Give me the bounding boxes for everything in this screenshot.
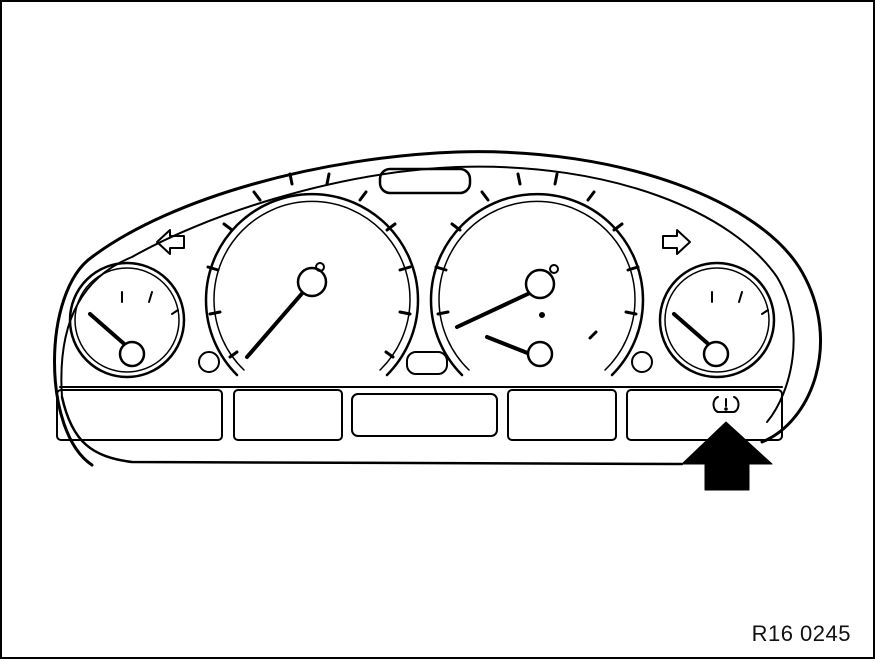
speedometer-gauge bbox=[204, 172, 420, 377]
display-cell-5 bbox=[626, 389, 783, 441]
display-cell-4 bbox=[507, 389, 617, 441]
cluster-housing-inner bbox=[60, 165, 795, 423]
display-cell-2 bbox=[233, 389, 343, 441]
display-cell-3 bbox=[351, 393, 498, 437]
center-indicator-window bbox=[406, 351, 448, 375]
indicator-light-right bbox=[631, 351, 653, 373]
arrow-up-icon bbox=[681, 421, 773, 491]
turn-signal-left-icon bbox=[156, 229, 185, 255]
display-cell-1 bbox=[56, 389, 223, 441]
cluster-housing-outer bbox=[53, 150, 823, 467]
tachometer-ticks bbox=[434, 172, 640, 340]
tachometer-gauge bbox=[429, 172, 645, 377]
turn-signal-right-icon bbox=[662, 229, 691, 255]
left-small-gauge-needle bbox=[88, 312, 132, 351]
tire-pressure-warning-symbol bbox=[712, 396, 740, 413]
cluster-housing-bottom bbox=[60, 395, 684, 466]
lower-display-cells bbox=[56, 389, 783, 441]
right-small-gauge bbox=[658, 261, 776, 379]
tachometer-needle bbox=[455, 290, 534, 329]
left-small-gauge bbox=[68, 261, 186, 379]
speedometer-ticks bbox=[206, 172, 412, 359]
fuel-needle bbox=[485, 335, 532, 356]
figure-reference-code: R16 0245 bbox=[751, 621, 851, 646]
top-display-window bbox=[378, 167, 472, 195]
indicator-light-left bbox=[198, 351, 220, 373]
right-small-gauge-needle bbox=[672, 312, 716, 351]
speedometer-needle bbox=[245, 288, 307, 359]
